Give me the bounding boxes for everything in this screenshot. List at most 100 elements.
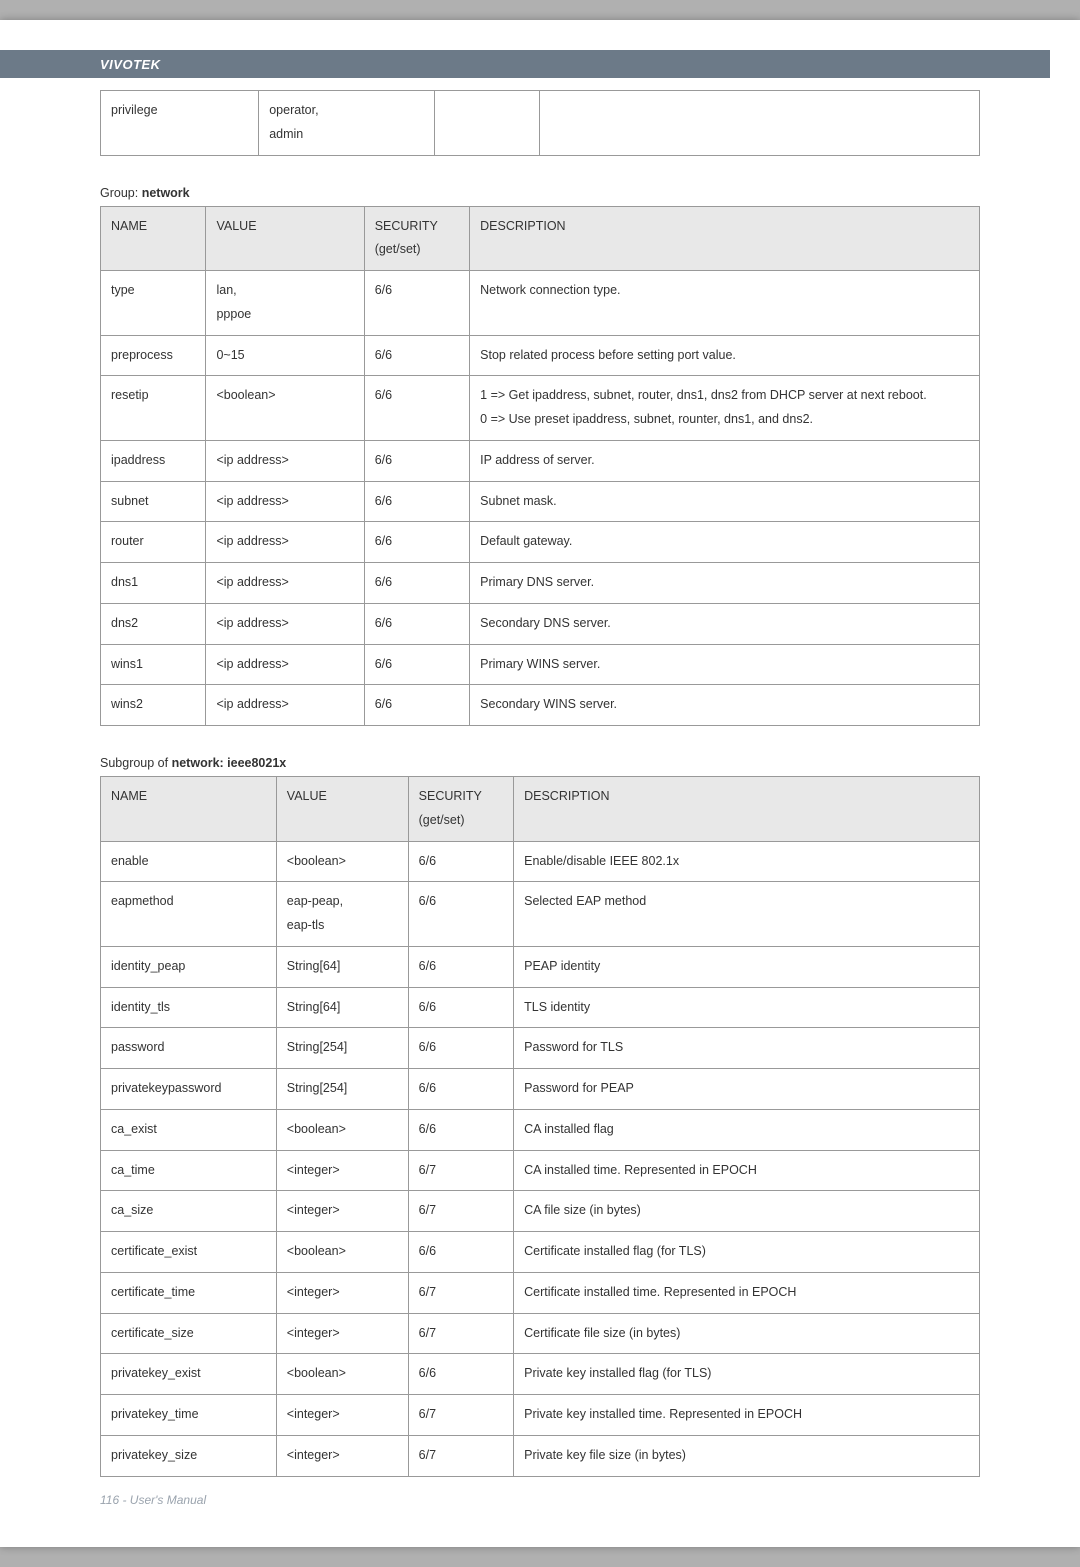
page-footer: 116 - User's Manual bbox=[0, 1493, 1080, 1507]
table-cell: resetip bbox=[101, 376, 206, 441]
table-cell: dns1 bbox=[101, 563, 206, 604]
table-header-cell: VALUE bbox=[276, 777, 408, 842]
table-cell: <ip address> bbox=[206, 522, 364, 563]
table-cell: 0~15 bbox=[206, 335, 364, 376]
table-cell: 6/7 bbox=[408, 1313, 513, 1354]
table-row: privatekey_exist<boolean>6/6Private key … bbox=[101, 1354, 980, 1395]
table-cell: password bbox=[101, 1028, 277, 1069]
table-header-row: NAMEVALUESECURITY (get/set)DESCRIPTION bbox=[101, 206, 980, 271]
table-cell: TLS identity bbox=[514, 987, 980, 1028]
table-privilege: privilegeoperator, admin bbox=[100, 90, 980, 156]
table-cell: 6/6 bbox=[408, 1069, 513, 1110]
table-cell: PEAP identity bbox=[514, 946, 980, 987]
table-cell: <integer> bbox=[276, 1395, 408, 1436]
table-cell: subnet bbox=[101, 481, 206, 522]
table-cell: 6/6 bbox=[364, 563, 469, 604]
table-header-cell: VALUE bbox=[206, 206, 364, 271]
table-row: resetip<boolean>6/61 => Get ipaddress, s… bbox=[101, 376, 980, 441]
table-header-cell: DESCRIPTION bbox=[514, 777, 980, 842]
table-cell: privatekeypassword bbox=[101, 1069, 277, 1110]
table-cell: 6/6 bbox=[408, 1028, 513, 1069]
table-cell: ca_exist bbox=[101, 1109, 277, 1150]
table-cell: CA file size (in bytes) bbox=[514, 1191, 980, 1232]
table-ieee8021x: NAMEVALUESECURITY (get/set)DESCRIPTION e… bbox=[100, 776, 980, 1477]
table-header-cell: NAME bbox=[101, 777, 277, 842]
table-cell: Password for TLS bbox=[514, 1028, 980, 1069]
table-cell: certificate_time bbox=[101, 1272, 277, 1313]
group-label-ieee8021x: Subgroup of network: ieee8021x bbox=[100, 756, 980, 770]
table-cell: preprocess bbox=[101, 335, 206, 376]
table-cell: ipaddress bbox=[101, 440, 206, 481]
table-cell: Certificate installed time. Represented … bbox=[514, 1272, 980, 1313]
table-cell: 6/6 bbox=[364, 335, 469, 376]
header-band: VIVOTEK bbox=[0, 50, 1050, 78]
table-cell: Certificate installed flag (for TLS) bbox=[514, 1232, 980, 1273]
table-cell: Password for PEAP bbox=[514, 1069, 980, 1110]
table-cell: 6/6 bbox=[364, 522, 469, 563]
table-row: dns1<ip address>6/6Primary DNS server. bbox=[101, 563, 980, 604]
table-cell: Selected EAP method bbox=[514, 882, 980, 947]
table-cell: <integer> bbox=[276, 1191, 408, 1232]
table-row: subnet<ip address>6/6Subnet mask. bbox=[101, 481, 980, 522]
page: VIVOTEK privilegeoperator, admin Group: … bbox=[0, 20, 1080, 1547]
table-cell: <boolean> bbox=[276, 1232, 408, 1273]
table-cell: 6/6 bbox=[364, 376, 469, 441]
table-cell bbox=[435, 91, 540, 156]
table-row: typelan, pppoe6/6Network connection type… bbox=[101, 271, 980, 336]
table-cell: 6/6 bbox=[408, 1232, 513, 1273]
table-body: privilegeoperator, admin bbox=[101, 91, 980, 156]
table-row: ca_exist<boolean>6/6CA installed flag bbox=[101, 1109, 980, 1150]
table-row: privatekeypasswordString[254]6/6Password… bbox=[101, 1069, 980, 1110]
table-row: passwordString[254]6/6Password for TLS bbox=[101, 1028, 980, 1069]
table-cell: lan, pppoe bbox=[206, 271, 364, 336]
table-cell: <ip address> bbox=[206, 563, 364, 604]
table-row: identity_peapString[64]6/6PEAP identity bbox=[101, 946, 980, 987]
table-cell: 6/6 bbox=[408, 1354, 513, 1395]
table-cell: Stop related process before setting port… bbox=[470, 335, 980, 376]
table-cell: 6/6 bbox=[408, 841, 513, 882]
table-cell: <ip address> bbox=[206, 603, 364, 644]
table-cell: dns2 bbox=[101, 603, 206, 644]
group-label-network: Group: network bbox=[100, 186, 980, 200]
table-cell: String[64] bbox=[276, 946, 408, 987]
table-cell: <integer> bbox=[276, 1150, 408, 1191]
table-cell bbox=[540, 91, 980, 156]
table-cell: 6/7 bbox=[408, 1272, 513, 1313]
table-cell: <boolean> bbox=[276, 1354, 408, 1395]
table-row: dns2<ip address>6/6Secondary DNS server. bbox=[101, 603, 980, 644]
table-cell: 6/6 bbox=[408, 882, 513, 947]
table-cell: CA installed time. Represented in EPOCH bbox=[514, 1150, 980, 1191]
table-cell: <ip address> bbox=[206, 685, 364, 726]
table-cell: <ip address> bbox=[206, 481, 364, 522]
table-cell: Network connection type. bbox=[470, 271, 980, 336]
table-cell: ca_size bbox=[101, 1191, 277, 1232]
table-row: wins1<ip address>6/6Primary WINS server. bbox=[101, 644, 980, 685]
table-cell: wins2 bbox=[101, 685, 206, 726]
table-cell: <ip address> bbox=[206, 644, 364, 685]
table-row: certificate_time<integer>6/7Certificate … bbox=[101, 1272, 980, 1313]
table-cell: String[254] bbox=[276, 1028, 408, 1069]
table-cell: 6/6 bbox=[364, 685, 469, 726]
table-cell: Private key installed flag (for TLS) bbox=[514, 1354, 980, 1395]
table-cell: <integer> bbox=[276, 1435, 408, 1476]
table-cell: 6/7 bbox=[408, 1191, 513, 1232]
table-cell: 6/7 bbox=[408, 1435, 513, 1476]
table-row: ca_time<integer>6/7CA installed time. Re… bbox=[101, 1150, 980, 1191]
table-cell: ca_time bbox=[101, 1150, 277, 1191]
table-row: wins2<ip address>6/6Secondary WINS serve… bbox=[101, 685, 980, 726]
table-cell: 6/7 bbox=[408, 1150, 513, 1191]
table-cell: <boolean> bbox=[276, 841, 408, 882]
table-cell: 6/6 bbox=[408, 946, 513, 987]
table-cell: router bbox=[101, 522, 206, 563]
table-body: enable<boolean>6/6Enable/disable IEEE 80… bbox=[101, 841, 980, 1476]
table-cell: IP address of server. bbox=[470, 440, 980, 481]
table-cell: 6/6 bbox=[364, 644, 469, 685]
table-header-row: NAMEVALUESECURITY (get/set)DESCRIPTION bbox=[101, 777, 980, 842]
table-header-cell: SECURITY (get/set) bbox=[408, 777, 513, 842]
table-body: typelan, pppoe6/6Network connection type… bbox=[101, 271, 980, 726]
table-cell: eapmethod bbox=[101, 882, 277, 947]
table-cell: 1 => Get ipaddress, subnet, router, dns1… bbox=[470, 376, 980, 441]
table-row: ipaddress<ip address>6/6IP address of se… bbox=[101, 440, 980, 481]
table-cell: <boolean> bbox=[276, 1109, 408, 1150]
table-cell: privatekey_exist bbox=[101, 1354, 277, 1395]
